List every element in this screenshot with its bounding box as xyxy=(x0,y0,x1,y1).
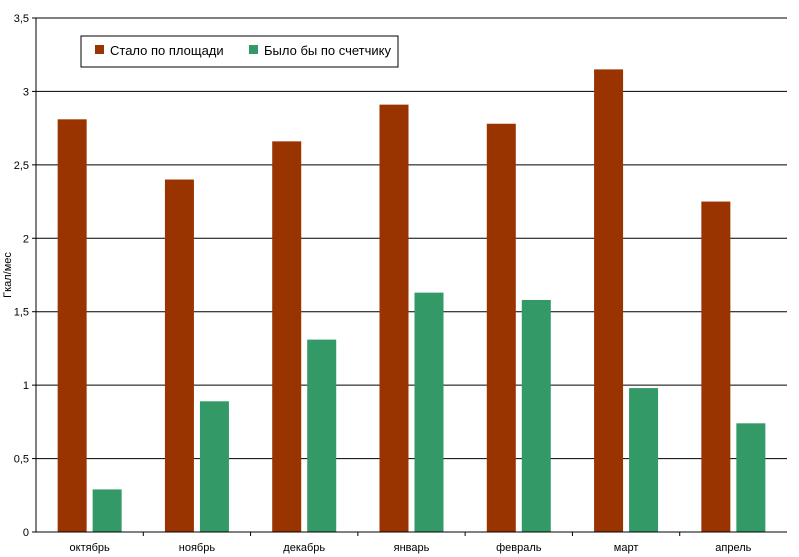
axes xyxy=(35,18,787,533)
bar-series-1-2 xyxy=(272,141,302,533)
bar-series-1-3 xyxy=(379,104,409,532)
bar-series-1-5 xyxy=(594,69,624,533)
legend-box xyxy=(80,35,399,68)
x-tick-label: февраль xyxy=(496,542,542,554)
gridlines xyxy=(36,17,787,460)
y-tick-label: 2 xyxy=(23,233,29,245)
legend: Стало по площади Было бы по счетчику xyxy=(80,35,399,68)
legend-swatch-series-2 xyxy=(249,45,258,54)
y-tick-label: 2,5 xyxy=(14,160,29,172)
y-tick-labels: 0 0,5 1 1,5 2 2,5 3 3,5 xyxy=(14,13,36,539)
x-tick-label: январь xyxy=(394,542,430,554)
y-tick-label: 1 xyxy=(23,380,29,392)
y-tick-label: 3,5 xyxy=(14,13,29,25)
bars xyxy=(57,69,766,533)
x-tick-label: декабрь xyxy=(283,542,325,554)
bar-series-1-1 xyxy=(164,179,194,533)
y-tick-label: 0 xyxy=(23,527,29,539)
bar-series-1-4 xyxy=(486,123,516,532)
legend-label-series-2: Было бы по счетчику xyxy=(264,43,391,58)
x-tick-labels: октябрь ноябрь декабрь январь февраль март апр… xyxy=(70,532,752,554)
bar-series-2-2 xyxy=(307,339,337,532)
y-tick-label: 1,5 xyxy=(14,307,29,319)
x-tick-label: март xyxy=(614,542,639,554)
bar-series-2-3 xyxy=(414,292,444,532)
bar-series-2-0 xyxy=(92,489,122,532)
y-tick-label: 3 xyxy=(23,86,29,98)
bar-series-2-4 xyxy=(521,299,551,532)
legend-swatch-series-1 xyxy=(95,45,104,54)
bar-series-1-6 xyxy=(701,201,731,533)
y-axis-label: Гкал/мес xyxy=(2,252,14,298)
bar-series-2-1 xyxy=(199,401,229,532)
bar-series-2-6 xyxy=(736,423,766,532)
x-tick-label: октябрь xyxy=(70,542,110,554)
x-tick-label: ноябрь xyxy=(179,542,216,554)
bar-series-2-5 xyxy=(629,388,659,532)
bar-series-1-0 xyxy=(57,119,87,533)
x-tick-label: апрель xyxy=(715,542,751,554)
y-tick-label: 0,5 xyxy=(14,454,29,466)
legend-label-series-1: Стало по площади xyxy=(110,43,224,58)
